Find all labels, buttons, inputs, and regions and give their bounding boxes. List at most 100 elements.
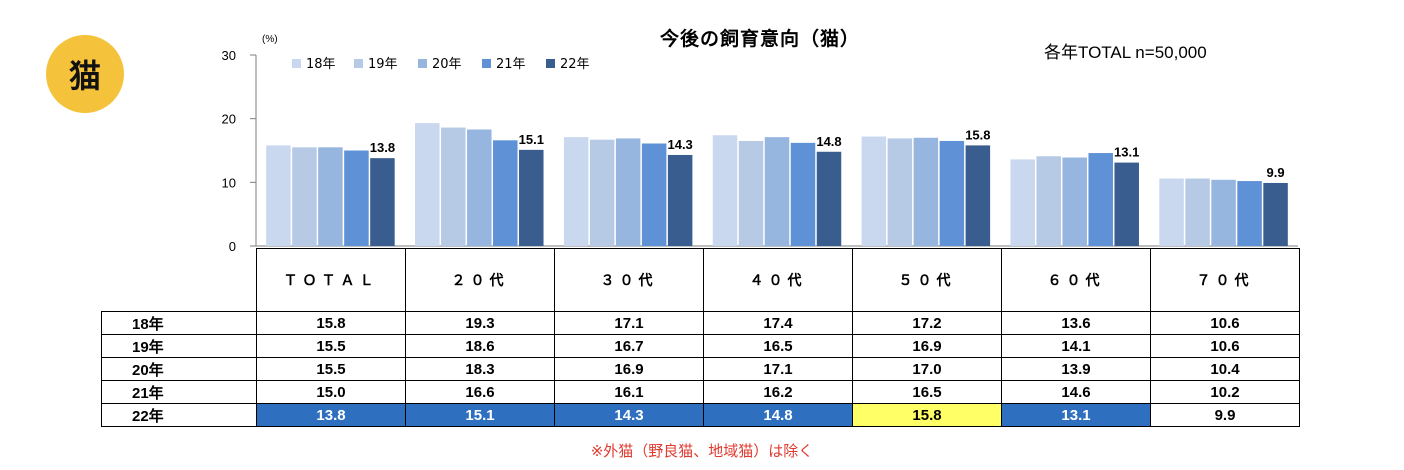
table-cell: 14.1 xyxy=(1001,334,1151,358)
cat-badge: 猫 xyxy=(46,35,124,113)
bar xyxy=(467,129,492,246)
table-cell: 10.4 xyxy=(1150,357,1300,381)
table-cell: 16.1 xyxy=(554,380,704,404)
sample-size-note: 各年TOTAL n=50,000 xyxy=(1044,43,1207,62)
bar xyxy=(344,150,369,246)
table-header-cell: ７０代 xyxy=(1150,248,1300,312)
bar xyxy=(1036,156,1061,246)
bar xyxy=(1010,159,1035,246)
table-header-cell: ４０代 xyxy=(703,248,853,312)
bar xyxy=(887,138,913,246)
table-cell: 10.2 xyxy=(1150,380,1300,404)
legend-label: 20年 xyxy=(432,57,462,72)
table-row: 21年 15.0 16.6 16.1 16.2 16.5 14.6 10.2 xyxy=(101,380,1300,404)
table-cell: 17.2 xyxy=(852,311,1002,335)
table-cell: 13.8 xyxy=(256,403,406,427)
bar xyxy=(738,140,764,246)
bar xyxy=(370,158,395,246)
table-cell: 14.8 xyxy=(703,403,853,427)
table-cell: 14.6 xyxy=(1001,380,1151,404)
bar xyxy=(764,137,790,246)
data-label: 14.3 xyxy=(667,137,692,152)
table-cell: 16.5 xyxy=(852,380,1002,404)
table-header-cell: ２０代 xyxy=(405,248,555,312)
bar xyxy=(641,143,667,246)
y-tick-label: 10 xyxy=(222,175,236,190)
bar xyxy=(790,142,816,246)
table-cell: 13.6 xyxy=(1001,311,1151,335)
table-cell: 13.1 xyxy=(1001,403,1151,427)
bar xyxy=(1237,181,1262,246)
bar xyxy=(563,137,589,246)
y-tick-label: 0 xyxy=(229,239,236,254)
table-header-cell: ３０代 xyxy=(554,248,704,312)
legend-label: 18年 xyxy=(306,57,336,72)
data-label: 9.9 xyxy=(1267,165,1285,180)
table-cell: 17.4 xyxy=(703,311,853,335)
table-row-label: 21年 xyxy=(101,380,257,404)
table-cell: 16.5 xyxy=(703,334,853,358)
table-cell: 17.0 xyxy=(852,357,1002,381)
bar xyxy=(1062,157,1087,246)
y-axis-unit-label: (%) xyxy=(262,34,278,45)
legend-swatch xyxy=(418,59,427,68)
legend-swatch xyxy=(546,59,555,68)
table-row: 18年 15.8 19.3 17.1 17.4 17.2 13.6 10.6 xyxy=(101,311,1300,335)
data-table: ＴＯＴＡＬ ２０代 ３０代 ４０代 ５０代 ６０代 ７０代 18年 15.8 1… xyxy=(101,248,1300,427)
data-label: 15.1 xyxy=(519,132,544,147)
table-cell: 9.9 xyxy=(1150,403,1300,427)
legend-swatch xyxy=(354,59,363,68)
table-row: 19年 15.5 18.6 16.7 16.5 16.9 14.1 10.6 xyxy=(101,334,1300,358)
bar xyxy=(667,154,693,246)
table-row-label: 20年 xyxy=(101,357,257,381)
table-cell: 15.1 xyxy=(405,403,555,427)
legend-swatch xyxy=(482,59,491,68)
table-row-label: 22年 xyxy=(101,403,257,427)
legend-label: 19年 xyxy=(368,57,398,72)
bar xyxy=(1088,153,1113,246)
bar xyxy=(861,136,887,246)
data-label: 15.8 xyxy=(965,127,990,142)
table-cell: 13.9 xyxy=(1001,357,1151,381)
table-header-row: ＴＯＴＡＬ ２０代 ３０代 ４０代 ５０代 ６０代 ７０代 xyxy=(101,248,1300,312)
table-cell: 14.3 xyxy=(554,403,704,427)
table-cell: 16.9 xyxy=(852,334,1002,358)
bar xyxy=(1185,178,1210,246)
table-cell: 16.2 xyxy=(703,380,853,404)
table-row-label: 19年 xyxy=(101,334,257,358)
table-cell: 16.6 xyxy=(405,380,555,404)
legend-swatch xyxy=(292,59,301,68)
data-label: 14.8 xyxy=(816,134,841,149)
bar xyxy=(415,123,440,246)
bar xyxy=(965,145,991,246)
bar xyxy=(589,139,615,246)
data-label: 13.1 xyxy=(1114,145,1139,160)
table-cell: 10.6 xyxy=(1150,334,1300,358)
table-corner xyxy=(101,248,257,312)
table-cell: 18.3 xyxy=(405,357,555,381)
bar xyxy=(1114,162,1139,246)
table-row-label: 18年 xyxy=(101,311,257,335)
bar xyxy=(1211,179,1236,246)
bar xyxy=(1159,178,1184,246)
chart-title: 今後の飼育意向（猫） xyxy=(659,28,860,50)
data-label: 13.8 xyxy=(370,140,395,155)
table-cell: 16.7 xyxy=(554,334,704,358)
legend-label: 22年 xyxy=(560,57,590,72)
table-cell: 10.6 xyxy=(1150,311,1300,335)
table-cell: 17.1 xyxy=(703,357,853,381)
footnote: ※外猫（野良猫、地域猫）は除く xyxy=(590,442,814,460)
legend-label: 21年 xyxy=(496,57,526,72)
table-cell: 15.5 xyxy=(256,357,406,381)
table-cell: 17.1 xyxy=(554,311,704,335)
y-tick-label: 20 xyxy=(222,112,236,127)
bar xyxy=(712,135,738,246)
bar xyxy=(913,137,939,246)
table-cell: 15.5 xyxy=(256,334,406,358)
table-cell: 15.8 xyxy=(256,311,406,335)
table-cell: 19.3 xyxy=(405,311,555,335)
bar xyxy=(615,138,641,246)
bar xyxy=(816,151,842,246)
table-header-cell: ５０代 xyxy=(852,248,1002,312)
bar xyxy=(292,147,317,246)
